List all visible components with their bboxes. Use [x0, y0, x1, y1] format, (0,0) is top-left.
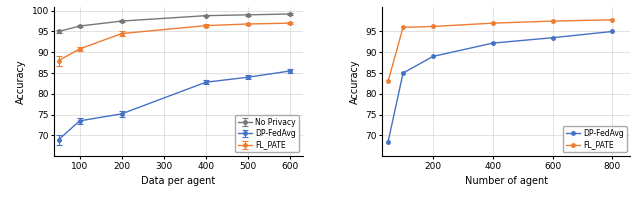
- Y-axis label: Accuracy: Accuracy: [16, 59, 26, 104]
- Y-axis label: Accuracy: Accuracy: [349, 59, 360, 104]
- X-axis label: Data per agent: Data per agent: [141, 176, 216, 186]
- Legend: DP-FedAvg, FL_PATE: DP-FedAvg, FL_PATE: [563, 126, 627, 152]
- X-axis label: Number of agent: Number of agent: [465, 176, 548, 186]
- Legend: No Privacy, DP-FedAvg, FL_PATE: No Privacy, DP-FedAvg, FL_PATE: [235, 115, 299, 152]
